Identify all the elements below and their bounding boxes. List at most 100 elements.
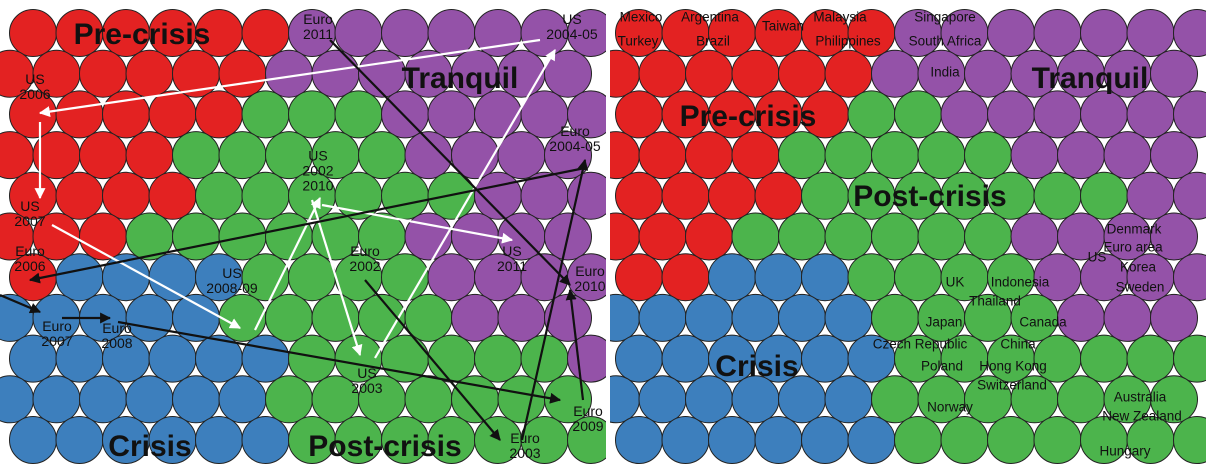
cell: [610, 49, 640, 98]
cell: [172, 375, 220, 424]
cell: [1173, 253, 1206, 302]
cell: [125, 49, 174, 98]
cell: [567, 90, 606, 139]
country-label: Taiwan: [762, 19, 804, 34]
point-label: 2009: [572, 418, 603, 434]
cell: [1010, 131, 1059, 180]
cell: [1126, 334, 1175, 383]
cell: [0, 131, 34, 180]
cell: [661, 253, 710, 302]
point-label: 2010: [574, 278, 605, 294]
cell: [824, 293, 873, 342]
cell: [288, 90, 336, 139]
cell: [358, 49, 406, 98]
cell: [610, 293, 640, 342]
cell: [615, 90, 663, 139]
cell: [1126, 9, 1175, 57]
point-label: US: [25, 71, 44, 87]
cell: [79, 49, 127, 98]
cell: [1080, 334, 1128, 383]
country-label: Argentina: [681, 10, 739, 25]
cell: [801, 416, 849, 464]
point-label: Euro: [560, 123, 590, 139]
cell: [544, 49, 592, 98]
cell: [801, 334, 849, 383]
cell: [544, 375, 592, 424]
country-label: Sweden: [1116, 280, 1165, 295]
point-label: US: [357, 365, 376, 381]
point-label: 2006: [14, 258, 45, 274]
cell: [497, 375, 546, 424]
cell: [1126, 90, 1175, 139]
cell: [55, 171, 104, 220]
cell: [638, 375, 687, 424]
point-label: US: [502, 243, 521, 259]
cell: [474, 90, 522, 139]
cell: [358, 131, 406, 180]
cell: [497, 293, 546, 342]
cell: [987, 9, 1035, 57]
cell: [0, 375, 34, 424]
cell: [871, 212, 919, 261]
cell: [497, 131, 546, 180]
cell: [801, 171, 849, 220]
map-cells: [610, 9, 1206, 464]
cell: [754, 253, 803, 302]
cell: [1010, 212, 1059, 261]
cell: [148, 90, 197, 139]
country-label: Brazil: [696, 34, 730, 49]
cell: [311, 49, 360, 98]
cell: [708, 171, 756, 220]
country-label: Switzerland: [977, 378, 1047, 393]
cell: [1150, 49, 1198, 98]
cell: [871, 293, 919, 342]
point-label: US: [20, 198, 39, 214]
point-label: 2008: [101, 335, 132, 351]
cell: [824, 375, 873, 424]
country-label: Turkey: [618, 34, 659, 49]
cell: [195, 416, 243, 464]
country-label: New Zealand: [1102, 409, 1182, 424]
country-label: Poland: [921, 359, 963, 374]
cell: [381, 171, 429, 220]
country-label: China: [1000, 337, 1036, 352]
cell: [847, 253, 896, 302]
point-label: 2002: [349, 258, 380, 274]
point-label: US: [222, 265, 241, 281]
point-label: Euro: [510, 430, 540, 446]
cell: [847, 90, 896, 139]
cell: [125, 293, 174, 342]
country-label: Japan: [926, 315, 963, 330]
cell: [661, 171, 710, 220]
country-label: Malaysia: [813, 10, 867, 25]
cell: [824, 131, 873, 180]
country-label: Euro area: [1103, 240, 1163, 255]
cell: [265, 375, 313, 424]
cell: [731, 131, 780, 180]
country-label: Denmark: [1107, 222, 1162, 237]
cell: [241, 171, 290, 220]
cell: [638, 212, 687, 261]
cell: [218, 49, 267, 98]
cell: [427, 90, 476, 139]
cell: [638, 293, 687, 342]
country-label: Korea: [1120, 260, 1157, 275]
point-label: Euro: [573, 403, 603, 419]
country-label: Norway: [927, 400, 973, 415]
region-label: Pre-crisis: [680, 100, 817, 133]
point-label: 2002: [302, 163, 333, 179]
cell: [1173, 9, 1206, 57]
point-label: 2010: [302, 178, 333, 194]
cell: [871, 375, 919, 424]
cell: [381, 9, 429, 57]
cell: [427, 334, 476, 383]
country-label: Philippines: [815, 34, 881, 49]
cell: [685, 131, 733, 180]
point-label: Euro: [42, 318, 72, 334]
cell: [172, 293, 220, 342]
cell: [172, 131, 220, 180]
point-label: Euro: [575, 263, 605, 279]
cell: [1103, 131, 1152, 180]
cell: [847, 416, 896, 464]
